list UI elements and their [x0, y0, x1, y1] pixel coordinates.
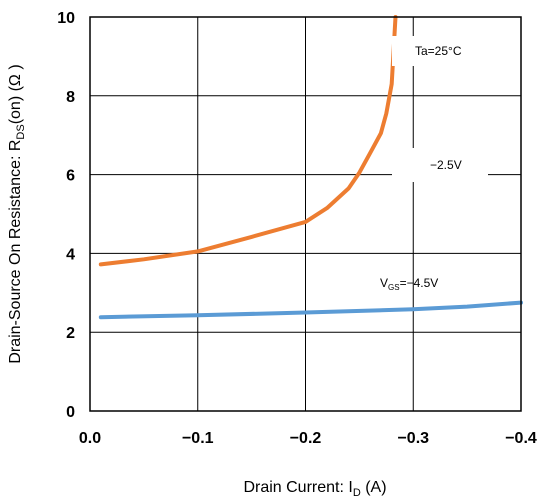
x-tick-label: 0.0: [79, 430, 101, 447]
y-tick-label: 0: [66, 404, 75, 421]
x-tick-label: −0.1: [182, 430, 214, 447]
annotation-backgrounds: [392, 36, 488, 182]
tick-labels: 0.0 −0.1 −0.2 −0.3 −0.4 0 2 4 6 8 10: [57, 10, 537, 447]
y-tick-label: 2: [66, 325, 75, 342]
vgs25-annotation: −2.5V: [430, 158, 462, 172]
vgs25-annotation-bg: [392, 148, 488, 182]
x-tick-label: −0.2: [290, 430, 322, 447]
ta-annotation-bg: [392, 36, 488, 66]
plot-frame: [89, 16, 522, 412]
series-layer: [98, 15, 523, 320]
y-tick-label: 10: [57, 10, 75, 27]
x-axis-title: Drain Current: ID (A): [243, 479, 386, 499]
ta-annotation: Ta=25°C: [415, 44, 462, 58]
vgs45-annotation: VGS=−4.5V: [380, 276, 438, 292]
y-tick-label: 4: [66, 246, 75, 263]
series-line-vgs-4-5v: [98, 300, 523, 320]
grid: [90, 17, 521, 411]
x-tick-label: −0.3: [397, 430, 429, 447]
x-tick-label: −0.4: [505, 430, 537, 447]
y-tick-label: 8: [66, 89, 75, 106]
y-axis-title: Drain-Source On Resistance: RDS(on) (Ω ): [7, 64, 27, 363]
y-tick-label: 6: [66, 168, 75, 185]
series-line-vgs-2-5v: [98, 15, 398, 267]
